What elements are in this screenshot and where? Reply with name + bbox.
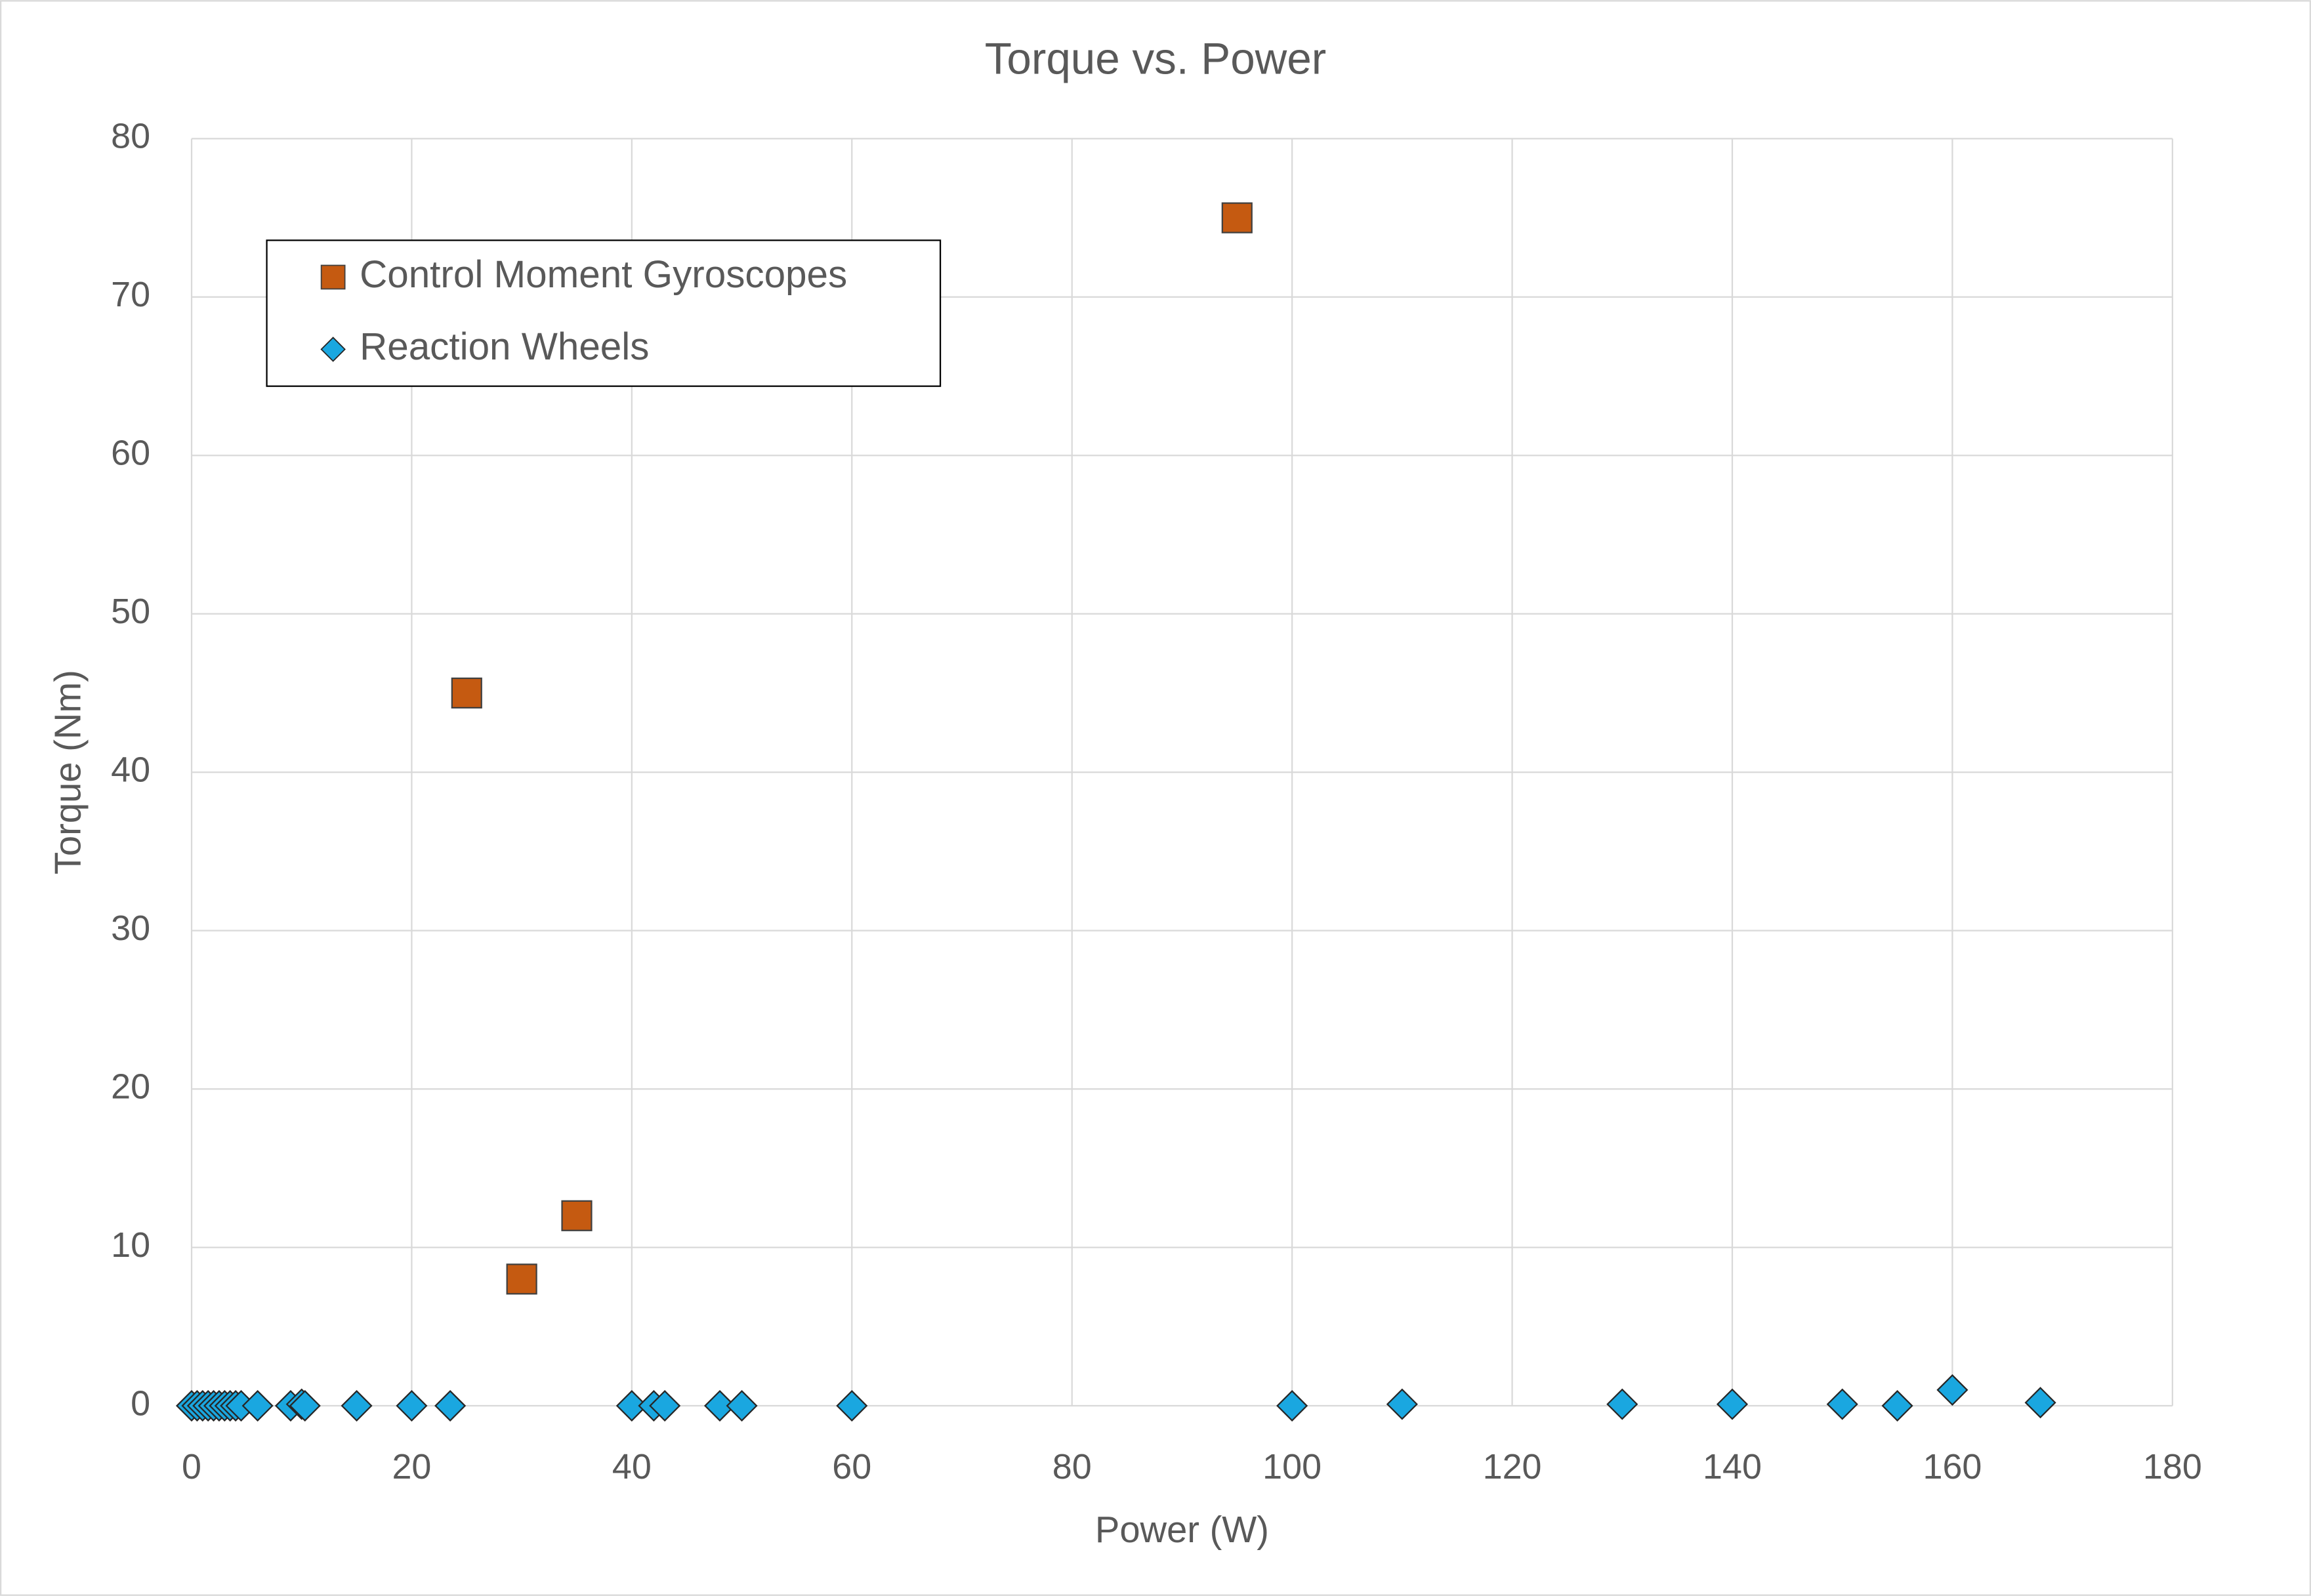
point [1716, 1388, 1749, 1420]
point [1881, 1389, 1913, 1422]
y-tick-label: 50 [111, 592, 150, 631]
point [836, 1389, 868, 1422]
x-tick-label: 40 [612, 1447, 652, 1486]
point [241, 1389, 274, 1422]
x-tick-label: 20 [392, 1447, 431, 1486]
y-tick-label: 70 [111, 275, 150, 314]
marks [175, 202, 2056, 1422]
point [506, 1263, 537, 1295]
x-tick-label: 160 [1923, 1447, 1982, 1486]
legend: Control Moment Gyroscopes Reaction Wheels [266, 239, 942, 387]
legend-label: Reaction Wheels [360, 325, 649, 368]
x-tick-label: 80 [1052, 1447, 1092, 1486]
point [1386, 1388, 1418, 1420]
x-tick-label: 60 [832, 1447, 871, 1486]
point [615, 1389, 648, 1422]
x-tick-label: 100 [1262, 1447, 1322, 1486]
point [649, 1389, 681, 1422]
point [434, 1389, 467, 1422]
legend-marker [320, 264, 346, 290]
chart-title: Torque vs. Power [985, 34, 1327, 83]
point [703, 1389, 736, 1422]
point [1826, 1388, 1858, 1420]
point [1606, 1388, 1638, 1420]
y-tick-label: 10 [111, 1225, 150, 1265]
x-tick-label: 180 [2143, 1447, 2202, 1486]
y-tick-label: 30 [111, 909, 150, 948]
point [561, 1200, 593, 1231]
point [341, 1389, 373, 1422]
x-tick-label: 0 [182, 1447, 201, 1486]
legend-label: Control Moment Gyroscopes [360, 253, 847, 296]
y-tick-label: 40 [111, 750, 150, 789]
point [396, 1389, 428, 1422]
point [289, 1389, 321, 1422]
legend-marker [320, 337, 346, 362]
y-tick-label: 20 [111, 1067, 150, 1106]
point [451, 677, 482, 709]
x-tick-label: 140 [1703, 1447, 1762, 1486]
x-tick-label: 120 [1483, 1447, 1542, 1486]
y-tick-label: 0 [131, 1383, 150, 1423]
point [1221, 202, 1253, 234]
point [1276, 1389, 1308, 1422]
point [726, 1389, 758, 1422]
y-axis-label: Torque (Nm) [47, 670, 89, 874]
y-tick-label: 60 [111, 433, 150, 472]
x-axis-label: Power (W) [1095, 1509, 1269, 1550]
point [2024, 1387, 2056, 1419]
legend-box [266, 239, 942, 387]
y-tick-label: 80 [111, 117, 150, 156]
point [1936, 1374, 1968, 1406]
